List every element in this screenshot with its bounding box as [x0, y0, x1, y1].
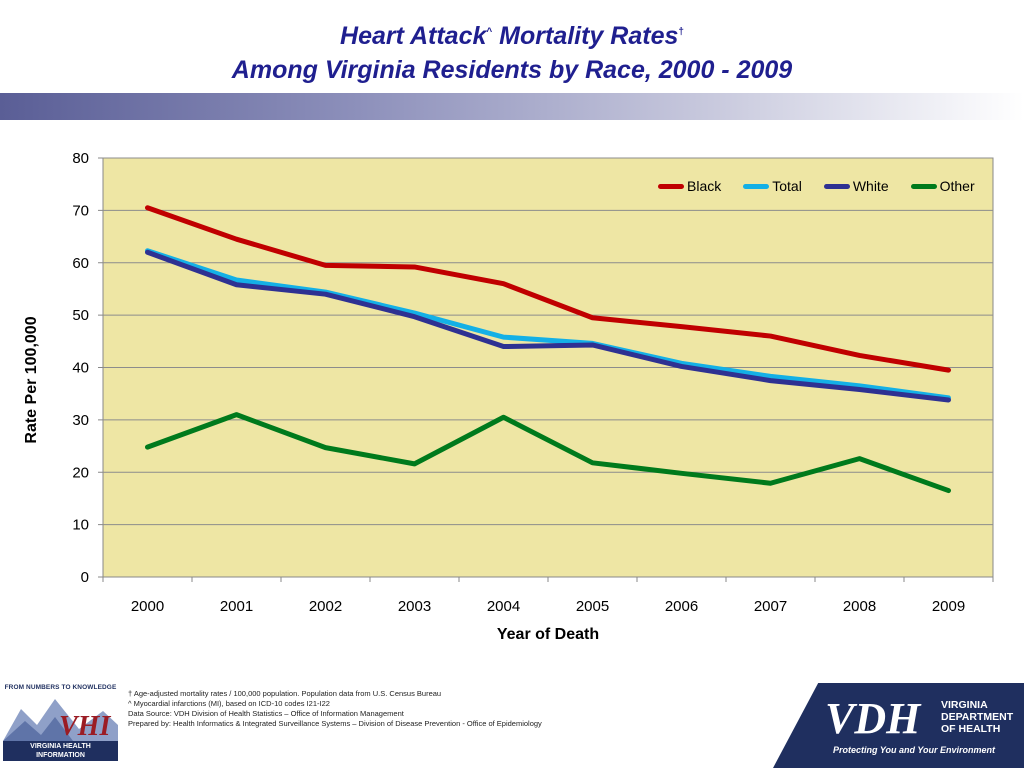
y-tick-label: 70	[72, 202, 89, 219]
vhi-name-line1: VIRGINIA HEALTH	[30, 743, 91, 750]
mountain-icon	[3, 691, 118, 741]
footnotes: † Age-adjusted mortality rates / 100,000…	[128, 689, 542, 729]
y-tick-label: 30	[72, 412, 89, 429]
title-sup-caret: ^	[486, 26, 493, 38]
header-band	[0, 93, 1024, 120]
vhi-logo: FROM NUMBERS TO KNOWLEDGE VHI VIRGINIA H…	[3, 684, 118, 764]
x-tick-label: 2004	[487, 598, 520, 615]
x-axis-label: Year of Death	[496, 626, 600, 643]
y-tick-label: 10	[72, 517, 89, 534]
title-sup-dagger: †	[678, 26, 684, 38]
legend-item-total: Total	[743, 178, 802, 194]
legend-swatch	[743, 183, 770, 189]
vdh-department-name: VIRGINIA DEPARTMENT OF HEALTH	[941, 699, 1013, 735]
vdh-line1: VIRGINIA	[941, 699, 988, 711]
y-tick-label: 50	[72, 307, 89, 324]
legend-label: Other	[939, 178, 975, 194]
vdh-line2: DEPARTMENT	[941, 711, 1014, 723]
x-tick-label: 2000	[131, 598, 164, 615]
title-text-b: Mortality Rates	[492, 22, 679, 50]
legend-item-black: Black	[658, 178, 721, 194]
series-line-black	[145, 205, 951, 373]
series-line-white	[145, 249, 951, 403]
series-line-total	[145, 248, 951, 401]
legend-item-other: Other	[910, 178, 975, 194]
vdh-mark: VDH	[825, 694, 921, 743]
vhi-tagline: FROM NUMBERS TO KNOWLEDGE	[4, 684, 117, 691]
vhi-name-line2: INFORMATION	[36, 752, 85, 759]
vhi-mountain-mark: VHI	[3, 691, 118, 742]
legend-label: Black	[687, 178, 722, 194]
x-tick-label: 2007	[754, 598, 787, 615]
footnote-4: Prepared by: Health Informatics & Integr…	[128, 719, 542, 728]
x-tick-label: 2003	[398, 598, 431, 615]
series-line-other	[145, 412, 951, 494]
legend-swatch	[658, 183, 684, 189]
legend-item-white: White	[823, 178, 889, 194]
y-tick-label: 0	[81, 569, 89, 586]
legend-swatch	[823, 183, 850, 189]
vdh-tagline: Protecting You and Your Environment	[833, 745, 996, 755]
legend-label: Total	[772, 178, 802, 194]
chart-title-line2: Among Virginia Residents by Race, 2000 -…	[231, 56, 793, 84]
vdh-line3: OF HEALTH	[941, 723, 1001, 735]
vdh-logo: VDH VIRGINIA DEPARTMENT OF HEALTH Protec…	[773, 683, 1024, 768]
vhi-name: VIRGINIA HEALTH INFORMATION	[3, 741, 118, 761]
legend-swatch	[910, 183, 937, 189]
x-tick-label: 2006	[665, 598, 698, 615]
y-tick-label: 80	[72, 150, 89, 167]
y-tick-label: 20	[72, 464, 89, 481]
chart-legend: Black Total White Other	[658, 178, 975, 194]
vhi-mark-text: VHI	[59, 711, 111, 742]
y-tick-label: 40	[72, 360, 89, 377]
legend-label: White	[852, 178, 889, 194]
footnote-2: ^ Myocardial infarctions (MI), based on …	[128, 699, 330, 708]
y-tick-label: 60	[72, 255, 89, 272]
x-tick-label: 2008	[843, 598, 876, 615]
x-tick-label: 2001	[220, 598, 253, 615]
y-axis-label: Rate Per 100,000	[23, 316, 40, 444]
chart-title-line1: Heart Attack^ Mortality Rates†	[0, 22, 1024, 51]
title-text-a: Heart Attack	[340, 22, 487, 50]
footnote-3: Data Source: VDH Division of Health Stat…	[128, 709, 404, 718]
x-tick-label: 2002	[309, 598, 342, 615]
x-tick-label: 2009	[932, 598, 965, 615]
x-tick-label: 2005	[576, 598, 609, 615]
line-chart: 0 10 20 30 40 50 60 70 80 2000 2001 2002 2003 2004 200…	[72, 150, 994, 615]
footnote-1: † Age-adjusted mortality rates / 100,000…	[128, 689, 442, 698]
